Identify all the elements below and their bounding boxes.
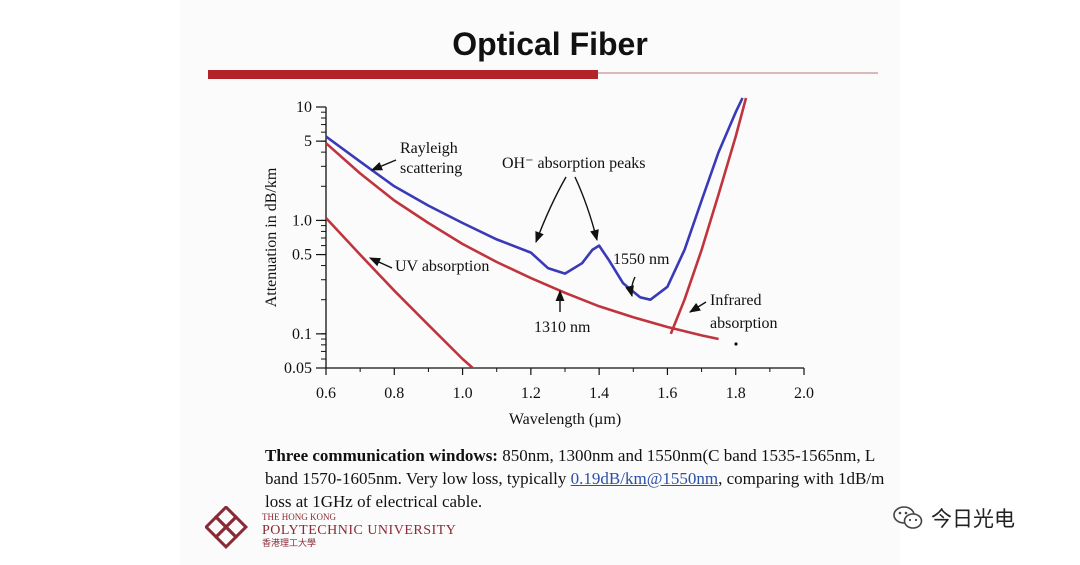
annotation-ir-label: Infrared [710,292,762,309]
x-tick-label: 1.2 [521,385,541,402]
y-tick-label: 0.05 [284,360,312,377]
arrow-oh-1 [535,176,567,244]
loss-link[interactable]: 0.19dB/km@1550nm [570,469,719,488]
y-tick-label: 10 [296,99,312,116]
x-tick-label: 2.0 [794,385,814,402]
arrow-uv [368,257,393,269]
arrow-1550 [625,276,636,298]
y-axis-label: Attenuation in dB/km [263,167,280,307]
slide-caption: Three communication windows: 850nm, 1300… [265,444,885,513]
x-tick-label: 1.6 [657,385,677,402]
title-accent-bar [208,70,598,79]
arrow-rayleigh [370,159,397,171]
stray-dot [734,342,738,346]
annotation-n1550-label: 1550 nm [613,251,670,268]
title-divider-line [598,72,878,74]
series-line-infrared [669,97,748,335]
y-tick-label: 0.1 [292,326,312,343]
x-tick-label: 1.4 [589,385,609,402]
arrow-ir [689,301,707,313]
watermark: 今日光电 [893,503,1015,533]
x-tick-label: 1.0 [453,385,473,402]
annotation-ir-label: absorption [710,315,778,332]
caption-text-2: , comparing with 1dB/m loss at 1GHz of e… [265,469,885,511]
y-tick-label: 1.0 [292,212,312,229]
annotation-uv-label: UV absorption [395,258,489,275]
annotation-oh-label: OH⁻ absorption peaks [502,155,646,172]
caption-text-1: 850nm, 1300nm and 1550nm(C band 1535-156… [265,446,875,488]
series-line-total [326,97,744,301]
annotation-rayleigh-label: Rayleigh [400,140,458,157]
university-line-1: THE HONG KONG [262,512,336,522]
university-name: THE HONG KONG POLYTECHNIC UNIVERSITY 香港理… [262,512,456,549]
polyu-logo-icon [205,506,249,550]
y-tick-label: 5 [304,133,312,150]
university-line-2: POLYTECHNIC UNIVERSITY [262,523,457,538]
wechat-icon [893,506,923,529]
y-tick-label: 0.5 [292,247,312,264]
series-line-uv [326,217,475,368]
annotation-rayleigh-label: scattering [400,160,462,177]
slide-title: Optical Fiber [452,26,648,62]
watermark-text: 今日光电 [931,507,1015,531]
x-tick-label: 1.8 [726,385,746,402]
series-group [326,97,748,368]
x-axis-label: Wavelength (µm) [509,411,621,428]
x-tick-label: 0.8 [384,385,404,402]
series-line-rayleigh [326,142,719,341]
arrow-oh-2 [574,176,599,242]
caption-heading: Three communication windows: [265,446,498,465]
annotation-n1310-label: 1310 nm [534,319,591,336]
x-tick-label: 0.6 [316,385,336,402]
university-line-3: 香港理工大學 [262,538,317,548]
